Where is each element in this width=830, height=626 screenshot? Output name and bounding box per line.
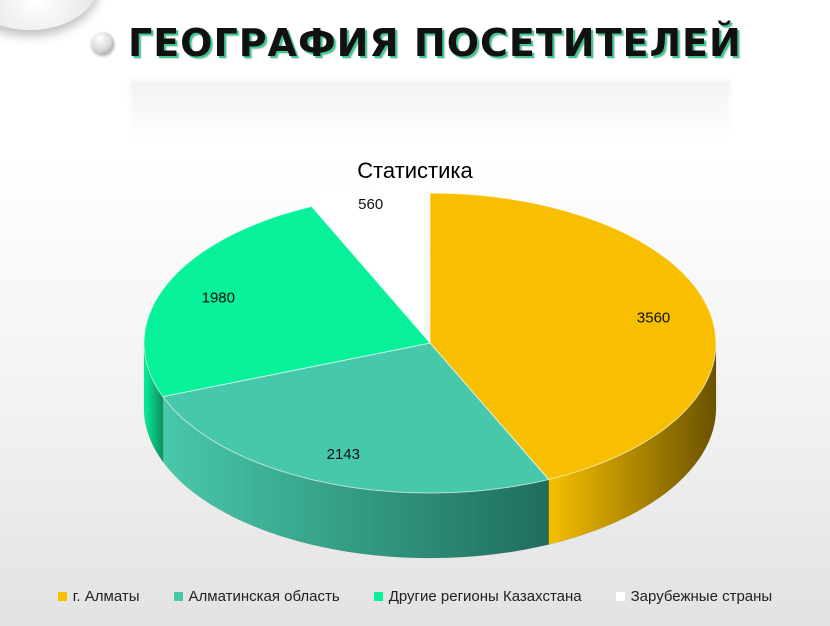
legend-item-3: Зарубежные страны	[615, 588, 773, 605]
legend: г. Алматы Алматинская область Другие регио…	[0, 588, 830, 605]
chart-title: Статистика	[357, 158, 473, 183]
data-label-1: 2143	[327, 446, 360, 463]
legend-label-2: Другие регионы Казахстана	[388, 588, 582, 605]
legend-swatch-3	[615, 592, 625, 601]
legend-swatch-2	[373, 592, 383, 601]
legend-swatch-1	[173, 592, 183, 601]
bullet-icon	[92, 32, 114, 54]
legend-label-0: г. Алматы	[72, 588, 140, 605]
pie-slice-2	[143, 205, 431, 398]
data-label-0: 3560	[637, 310, 670, 327]
data-label-2: 1980	[202, 290, 235, 307]
data-label-3: 560	[358, 196, 383, 213]
legend-item-0: г. Алматы	[57, 588, 140, 605]
page-title: ГЕОГРАФИЯ ПОСЕТИТЕЛЕЙ	[128, 21, 742, 65]
title-reflection	[130, 80, 730, 140]
legend-label-1: Алматинская область	[188, 588, 340, 605]
pie-slice-1	[162, 342, 550, 494]
title-bar: ГЕОГРАФИЯ ПОСЕТИТЕЛЕЙ	[92, 18, 742, 68]
pie-slice-0	[429, 192, 717, 481]
legend-item-2: Другие регионы Казахстана	[373, 588, 582, 605]
legend-swatch-0	[57, 592, 67, 601]
legend-label-3: Зарубежные страны	[630, 588, 773, 605]
pie-slice-3	[305, 183, 424, 333]
legend-item-1: Алматинская область	[173, 588, 340, 605]
